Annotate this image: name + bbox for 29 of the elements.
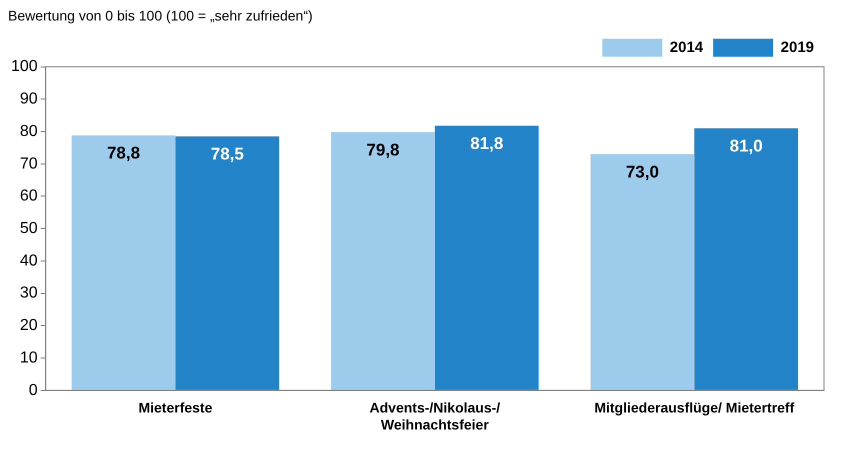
x-tick-label: Mieterfeste bbox=[138, 400, 213, 416]
y-tick-label: 20 bbox=[20, 317, 38, 334]
x-tick-label: Mitgliederausflüge/ Mietertreff bbox=[594, 400, 795, 416]
bar bbox=[694, 128, 798, 390]
chart-title: Bewertung von 0 bis 100 (100 = „sehr zufrieden“) bbox=[8, 7, 313, 24]
data-label: 73,0 bbox=[626, 162, 659, 182]
y-tick-label: 80 bbox=[20, 122, 38, 140]
y-tick-label: 60 bbox=[20, 188, 38, 205]
bar bbox=[175, 136, 280, 390]
y-tick-label: 50 bbox=[20, 220, 38, 238]
y-tick-label: 30 bbox=[20, 284, 38, 302]
data-label: 78,5 bbox=[210, 144, 244, 164]
data-label: 81,8 bbox=[470, 134, 504, 153]
legend-label: 2014 bbox=[670, 38, 704, 56]
y-tick-label: 0 bbox=[28, 382, 38, 399]
y-tick-label: 100 bbox=[10, 58, 38, 76]
y-tick-label: 90 bbox=[20, 90, 38, 108]
bar bbox=[590, 154, 694, 390]
y-tick-label: 40 bbox=[20, 252, 38, 270]
bar bbox=[331, 132, 435, 390]
y-tick-label: 70 bbox=[20, 155, 38, 172]
data-label: 79,8 bbox=[366, 140, 400, 160]
legend-label: 2019 bbox=[780, 38, 814, 56]
data-label: 81,0 bbox=[730, 136, 763, 156]
bar bbox=[72, 135, 176, 390]
x-tick-label: Advents-/Nikolaus-/ Weihnachtsfeier bbox=[369, 400, 500, 432]
data-label: 78,8 bbox=[106, 144, 140, 163]
y-tick-label: 10 bbox=[20, 349, 38, 366]
bar bbox=[434, 126, 539, 390]
